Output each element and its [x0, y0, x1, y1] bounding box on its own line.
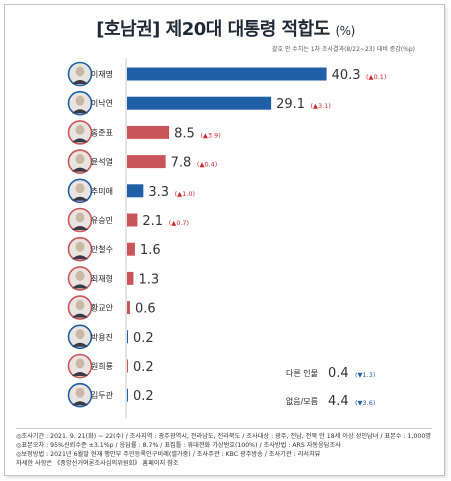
- candidate-face: [75, 183, 85, 194]
- candidate-face: [75, 358, 85, 369]
- bar: [127, 184, 144, 198]
- change-label: (▲0.1): [366, 73, 386, 81]
- chart-note: 괄호 안 수치는 1차 조사결과(8/22~23) 대비 증감(%p): [271, 46, 415, 53]
- candidate-shoulders: [72, 342, 88, 347]
- chart-title-unit: (%): [335, 24, 355, 38]
- footer-line: ◎표본오차 : 95%신뢰수준 ±3.1%p / 응답률 : 8.7% / 표집…: [16, 442, 341, 449]
- change-label: (▲0.4): [197, 161, 217, 169]
- chart-title: [호남권] 제20대 대통령 적합도 (%): [0, 15, 451, 41]
- candidate-face: [75, 212, 85, 223]
- extra-label: 다른 인물: [286, 368, 318, 378]
- value-label: 1.6: [140, 243, 161, 258]
- change-label: (▲3.9): [200, 131, 220, 139]
- change-label: (▲1.0): [175, 190, 195, 198]
- candidate-shoulders: [72, 167, 88, 172]
- bar: [127, 271, 134, 285]
- value-label: 1.3: [138, 272, 159, 287]
- value-label: 7.8: [171, 156, 192, 171]
- candidate-name: 황교안: [91, 303, 114, 313]
- candidate-shoulders: [72, 313, 88, 318]
- value-label: 0.2: [133, 360, 154, 375]
- value-label: 2.1: [142, 214, 163, 229]
- bar: [127, 359, 128, 373]
- value-label: 0.2: [133, 331, 154, 346]
- extra-value: 0.4: [328, 366, 349, 381]
- candidate-face: [75, 329, 85, 340]
- candidate-shoulders: [72, 255, 88, 260]
- candidate-name: 추미애: [91, 187, 113, 196]
- candidate-name: 김두관: [91, 390, 114, 400]
- value-label: 0.6: [135, 302, 156, 317]
- bar: [127, 155, 166, 169]
- chart-title-text: [호남권] 제20대 대통령 적합도: [96, 19, 330, 40]
- candidate-shoulders: [72, 109, 88, 114]
- extra-value: 4.4: [328, 394, 349, 409]
- value-label: 40.3: [332, 68, 361, 83]
- footer-line: 자세한 사항은 《중앙선거여론조사심의위원회》 홈페이지 참조: [16, 460, 179, 467]
- footer-line: ◎조사기간 : 2021. 9. 21(화) ~ 22(수) / 조사지역 : …: [16, 433, 431, 440]
- bar: [127, 67, 327, 81]
- candidate-face: [75, 270, 85, 281]
- bar: [127, 301, 130, 315]
- change-label: (▲0.7): [169, 219, 189, 227]
- bar: [127, 242, 135, 256]
- value-label: 0.2: [133, 389, 154, 404]
- candidate-name: 이낙연: [91, 98, 113, 108]
- footer-divider: [16, 428, 432, 429]
- value-label: 8.5: [174, 126, 195, 141]
- candidate-face: [75, 154, 85, 165]
- bar: [127, 96, 272, 110]
- candidate-face: [75, 387, 85, 398]
- candidate-shoulders: [72, 401, 88, 406]
- candidate-name: 박용진: [91, 332, 113, 342]
- candidate-shoulders: [72, 372, 88, 376]
- candidate-shoulders: [72, 196, 88, 201]
- candidate-name: 유승민: [91, 215, 113, 225]
- candidate-shoulders: [72, 138, 88, 143]
- candidate-shoulders: [72, 284, 88, 289]
- extra-change: (▼1.3): [355, 371, 375, 379]
- candidate-name: 원희룡: [91, 361, 113, 371]
- candidate-face: [75, 124, 85, 135]
- footer-line: ◎보정방법 : 2021년 6월말 현재 행안부 주민등록인구비례(셀가중) /…: [16, 451, 321, 458]
- extra-change: (▼3.6): [355, 399, 375, 407]
- candidate-face: [75, 300, 85, 311]
- extra-label: 없음/모름: [286, 397, 318, 406]
- survey-footer: ◎조사기간 : 2021. 9. 21(화) ~ 22(수) / 조사지역 : …: [16, 432, 436, 468]
- change-label: (▲3.1): [311, 102, 331, 110]
- candidate-shoulders: [72, 80, 88, 84]
- bar: [127, 125, 170, 139]
- candidate-face: [75, 66, 85, 77]
- bar: [127, 330, 128, 344]
- candidate-name: 홍준표: [91, 127, 113, 137]
- value-label: 29.1: [276, 97, 305, 112]
- bar: [127, 213, 138, 227]
- candidate-face: [75, 95, 85, 106]
- candidate-name: 이재명: [91, 69, 113, 79]
- candidate-name: 최재형: [91, 273, 113, 283]
- candidate-shoulders: [72, 226, 88, 230]
- candidate-name: 윤석열: [91, 157, 113, 167]
- bar: [127, 388, 128, 402]
- value-label: 3.3: [148, 185, 169, 200]
- candidate-face: [75, 241, 85, 252]
- candidate-name: 안철수: [91, 244, 113, 254]
